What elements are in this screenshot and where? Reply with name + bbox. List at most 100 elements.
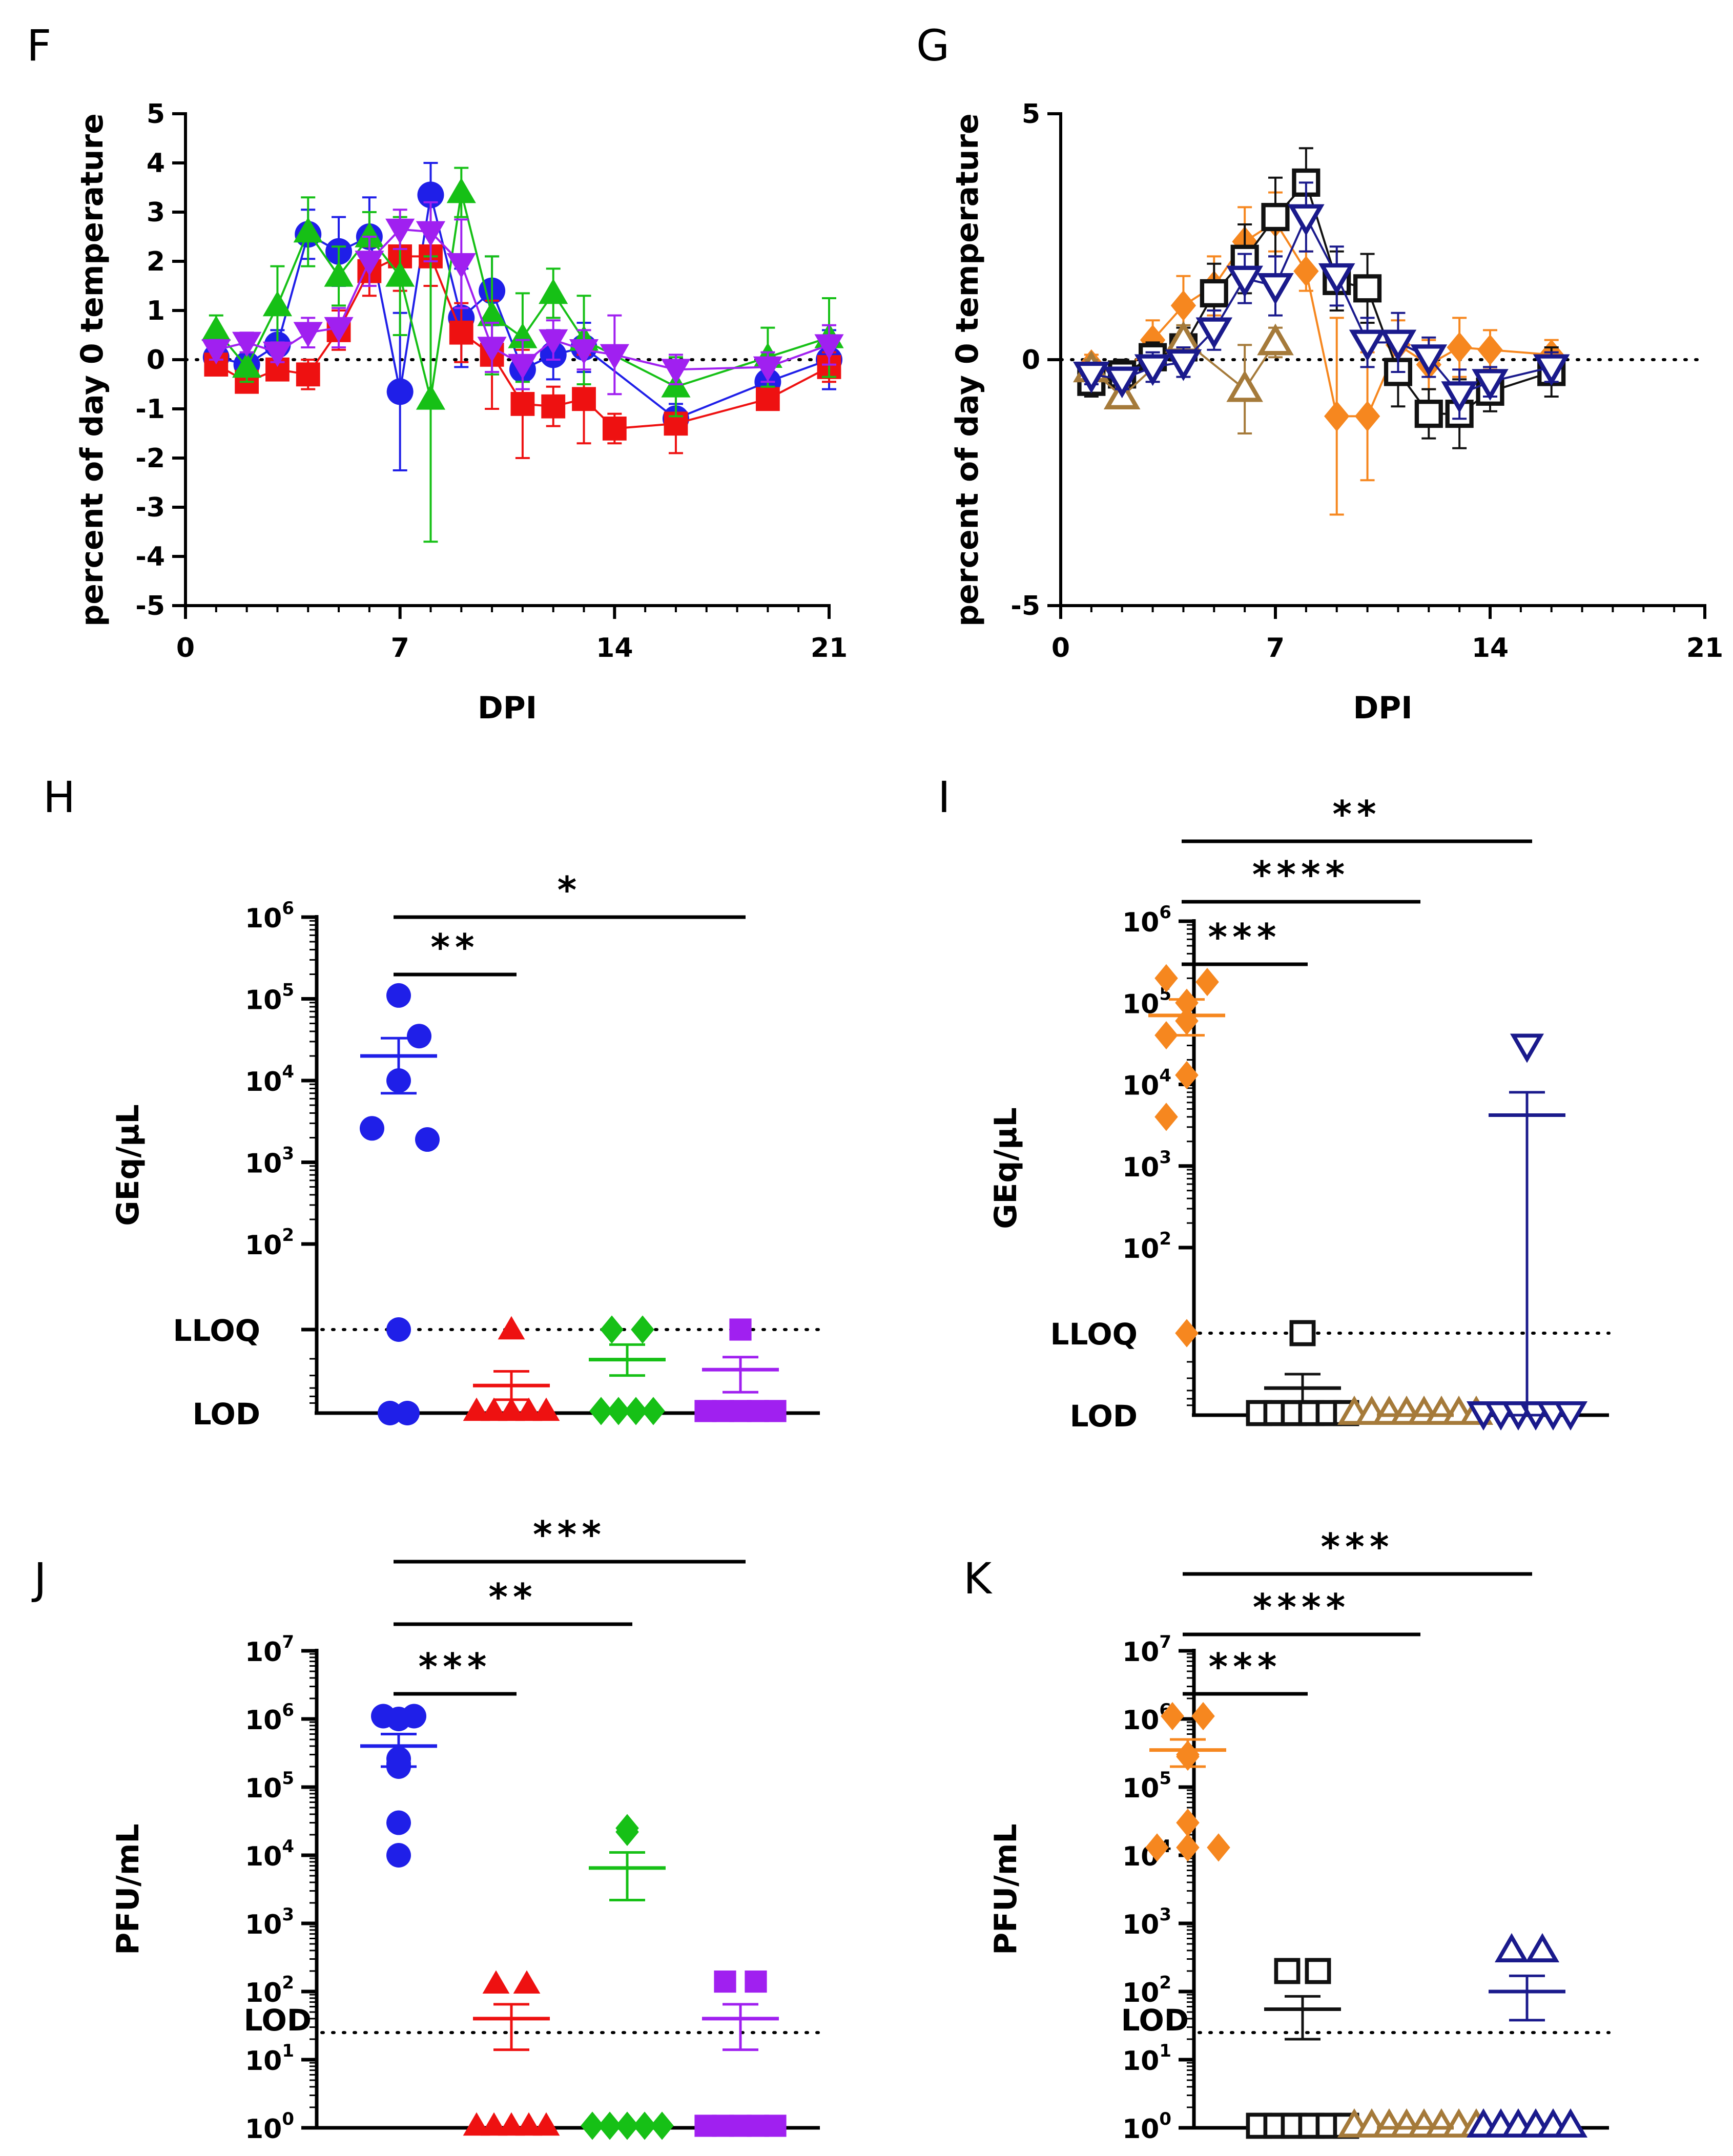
data-point — [1525, 1933, 1560, 1962]
y-tick-label: -3 — [135, 492, 165, 523]
y-tick-label: 102 — [1122, 1973, 1171, 2008]
data-point — [1379, 329, 1417, 362]
significance-stars: ** — [488, 1575, 537, 1619]
significance-stars: *** — [419, 1645, 492, 1688]
data-point — [515, 2112, 543, 2136]
tick-exponent: 1 — [1159, 2041, 1171, 2061]
data-point — [650, 2111, 674, 2140]
significance-stars: *** — [1208, 916, 1282, 959]
tick-exponent: 1 — [282, 2041, 294, 2061]
lloq-label: LLOQ — [1050, 1317, 1138, 1352]
x-tick-label: 7 — [391, 633, 409, 664]
y-axis-label: PFU/mL — [988, 1823, 1024, 1955]
data-point — [814, 334, 844, 360]
group-black — [1246, 1958, 1359, 2139]
data-point — [508, 354, 538, 380]
y-tick-label: 1 — [147, 296, 165, 326]
data-point — [753, 356, 782, 382]
y-axis-label: GEq/µL — [110, 1104, 146, 1226]
y-tick-label: 103 — [1122, 1147, 1171, 1183]
tick-base: 10 — [245, 1149, 282, 1179]
tick-exponent: 3 — [1159, 1904, 1171, 1925]
data-point — [498, 2112, 525, 2136]
data-point — [1134, 354, 1171, 386]
tick-base: 10 — [245, 1978, 282, 2008]
data-point — [463, 2112, 490, 2136]
data-point — [1410, 344, 1448, 377]
data-point — [1553, 2108, 1588, 2138]
tick-exponent: 5 — [1159, 1768, 1171, 1789]
y-tick-label: 105 — [245, 980, 294, 1016]
data-point — [293, 322, 323, 347]
data-point — [498, 1397, 525, 1421]
group-green — [589, 1315, 666, 1425]
group-black — [1246, 1320, 1359, 1426]
series-line — [215, 192, 830, 400]
data-point — [416, 384, 446, 410]
data-point — [1175, 1061, 1199, 1089]
x-tick-label: 0 — [176, 633, 195, 664]
data-point — [615, 1817, 639, 1847]
data-point — [1274, 1958, 1301, 1984]
x-tick-label: 21 — [811, 633, 848, 664]
y-tick-label: 104 — [245, 1062, 294, 1097]
data-point — [1289, 1320, 1316, 1346]
significance-stars: * — [558, 868, 582, 911]
tick-base: 10 — [245, 2114, 282, 2145]
tick-exponent: 4 — [1159, 1066, 1171, 1086]
data-point — [513, 1970, 541, 1994]
panel-letter-k: K — [963, 1553, 993, 1604]
data-point — [1175, 1319, 1199, 1348]
tick-exponent: 3 — [1159, 1147, 1171, 1168]
data-point — [386, 983, 411, 1008]
group-red — [463, 1316, 560, 1421]
data-point — [1207, 1833, 1230, 1862]
data-point — [1477, 334, 1503, 365]
group-orange — [1145, 1702, 1230, 1862]
tick-base: 10 — [245, 1637, 282, 1668]
data-point — [446, 178, 476, 203]
data-point — [1257, 323, 1294, 356]
y-tick-label: 102 — [245, 1973, 294, 2008]
lod-label: LOD — [244, 2003, 312, 2038]
y-tick-label: 104 — [245, 1836, 294, 1872]
data-point — [296, 362, 320, 387]
data-point — [1353, 274, 1382, 303]
data-point — [1318, 263, 1355, 295]
tick-base: 10 — [1122, 1705, 1159, 1736]
significance-stars: *** — [1209, 1645, 1282, 1688]
group-orange — [1148, 964, 1225, 1348]
data-point — [714, 1970, 736, 1993]
group-purple — [694, 1970, 787, 2137]
data-point — [262, 341, 293, 367]
data-point — [745, 1970, 767, 1993]
data-point — [661, 359, 691, 384]
y-tick-label: -1 — [135, 394, 165, 425]
tick-base: 10 — [245, 1705, 282, 1736]
tick-exponent: 6 — [1159, 902, 1171, 923]
y-tick-label: 102 — [1122, 1229, 1171, 1264]
data-point — [569, 339, 599, 365]
data-point — [1354, 401, 1380, 432]
tick-base: 10 — [245, 1841, 282, 1872]
tick-base: 10 — [1122, 1978, 1159, 2008]
data-point — [508, 323, 538, 348]
significance-stars: *** — [533, 1513, 606, 1556]
tick-base: 10 — [1122, 1152, 1159, 1183]
data-point — [407, 1024, 431, 1049]
group-brown — [1337, 1395, 1494, 1425]
data-point — [1293, 256, 1319, 287]
data-point — [415, 1127, 440, 1152]
data-point — [1154, 1021, 1178, 1050]
data-point — [1510, 1033, 1544, 1063]
y-tick-label: 105 — [1122, 1768, 1171, 1804]
y-tick-label: 0 — [147, 345, 165, 376]
data-point — [232, 331, 262, 357]
data-point — [416, 221, 446, 246]
data-point — [355, 251, 384, 276]
group-green — [581, 1814, 674, 2140]
y-axis-label: percent of day 0 temperature — [74, 113, 110, 627]
tick-exponent: 2 — [1159, 1973, 1171, 1993]
data-point — [386, 1843, 411, 1868]
tick-base: 10 — [245, 1773, 282, 1804]
